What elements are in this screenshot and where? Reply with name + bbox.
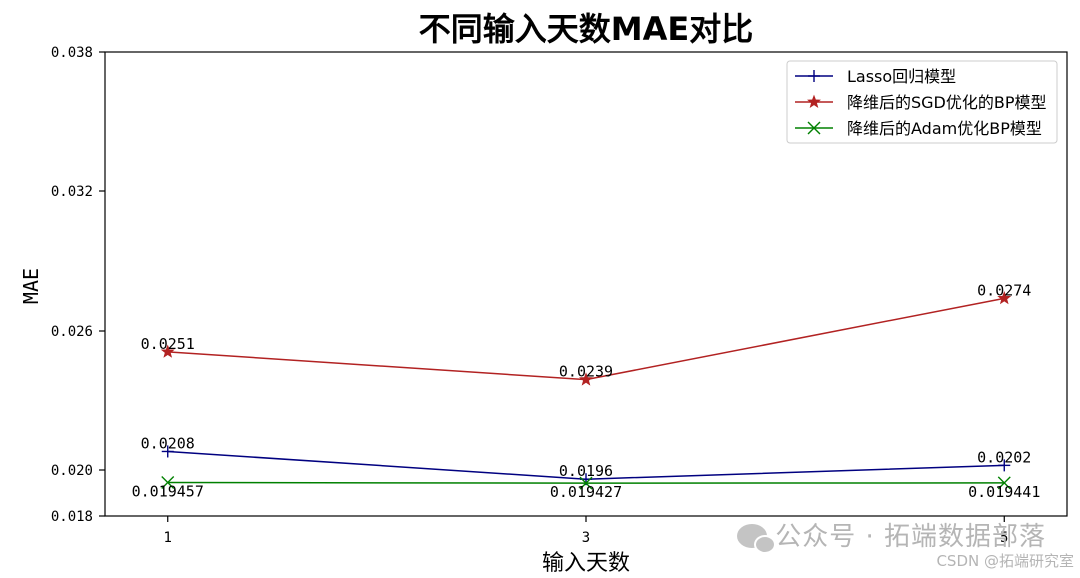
y-tick-label: 0.026 xyxy=(51,324,93,340)
x-marker xyxy=(579,476,593,490)
watermark-main-text: 公众号 · 拓端数据部落 xyxy=(775,522,1046,552)
star-marker xyxy=(160,344,175,358)
x-tick-label: 1 xyxy=(164,530,172,546)
wechat-icon xyxy=(737,524,777,554)
data-label: 0.0196 xyxy=(559,462,613,480)
legend-label: Lasso回归模型 xyxy=(847,67,956,86)
y-tick-label: 0.038 xyxy=(51,45,93,61)
x-marker xyxy=(997,476,1011,490)
y-axis: 0.018 0.020 0.026 0.032 0.038 xyxy=(51,45,105,525)
data-label: 0.019427 xyxy=(550,483,622,501)
data-labels: 0.0208 0.0196 0.0202 0.0251 0.0239 0.0274 0.01… xyxy=(132,281,1041,501)
y-axis-label: MAE xyxy=(19,268,43,304)
data-label: 0.0239 xyxy=(559,363,613,381)
legend-label: 降维后的SGD优化的BP模型 xyxy=(847,93,1047,112)
series-3 xyxy=(161,475,1011,490)
y-tick-label: 0.032 xyxy=(51,184,93,200)
plus-marker xyxy=(161,445,174,458)
data-label: 0.019441 xyxy=(968,483,1040,501)
x-tick-label: 3 xyxy=(582,530,590,546)
legend-entry: Lasso回归模型 xyxy=(795,67,956,86)
legend-entry: 降维后的Adam优化BP模型 xyxy=(795,119,1042,138)
y-tick-label: 0.018 xyxy=(51,509,93,525)
x-marker xyxy=(161,475,175,489)
star-marker xyxy=(997,290,1012,305)
legend-label: 降维后的Adam优化BP模型 xyxy=(847,119,1042,138)
star-marker xyxy=(579,372,593,386)
plus-marker xyxy=(998,459,1011,472)
x-tick-label: 5 xyxy=(1000,530,1008,546)
plus-marker xyxy=(808,70,820,82)
legend-entry: 降维后的SGD优化的BP模型 xyxy=(795,93,1047,112)
x-marker xyxy=(807,121,821,135)
data-label: 0.019457 xyxy=(132,482,204,500)
data-label: 0.0202 xyxy=(977,448,1031,466)
series-layer xyxy=(160,290,1012,490)
star-marker xyxy=(807,94,821,108)
legend-box xyxy=(786,60,1058,144)
data-label: 0.0208 xyxy=(141,434,195,452)
x-axis: 1 3 5 xyxy=(164,516,1008,546)
y-tick-label: 0.020 xyxy=(51,463,93,479)
series-2 xyxy=(160,290,1012,386)
watermark-sub: CSDN @拓端研究室 xyxy=(936,552,1074,570)
x-axis-label: 输入天数 xyxy=(542,551,630,576)
chart-title: 不同输入天数MAE对比 xyxy=(419,10,753,48)
watermark-main: 公众号 · 拓端数据部落 xyxy=(737,516,1046,554)
data-label: 0.0274 xyxy=(977,281,1031,299)
data-label: 0.0251 xyxy=(141,335,195,353)
